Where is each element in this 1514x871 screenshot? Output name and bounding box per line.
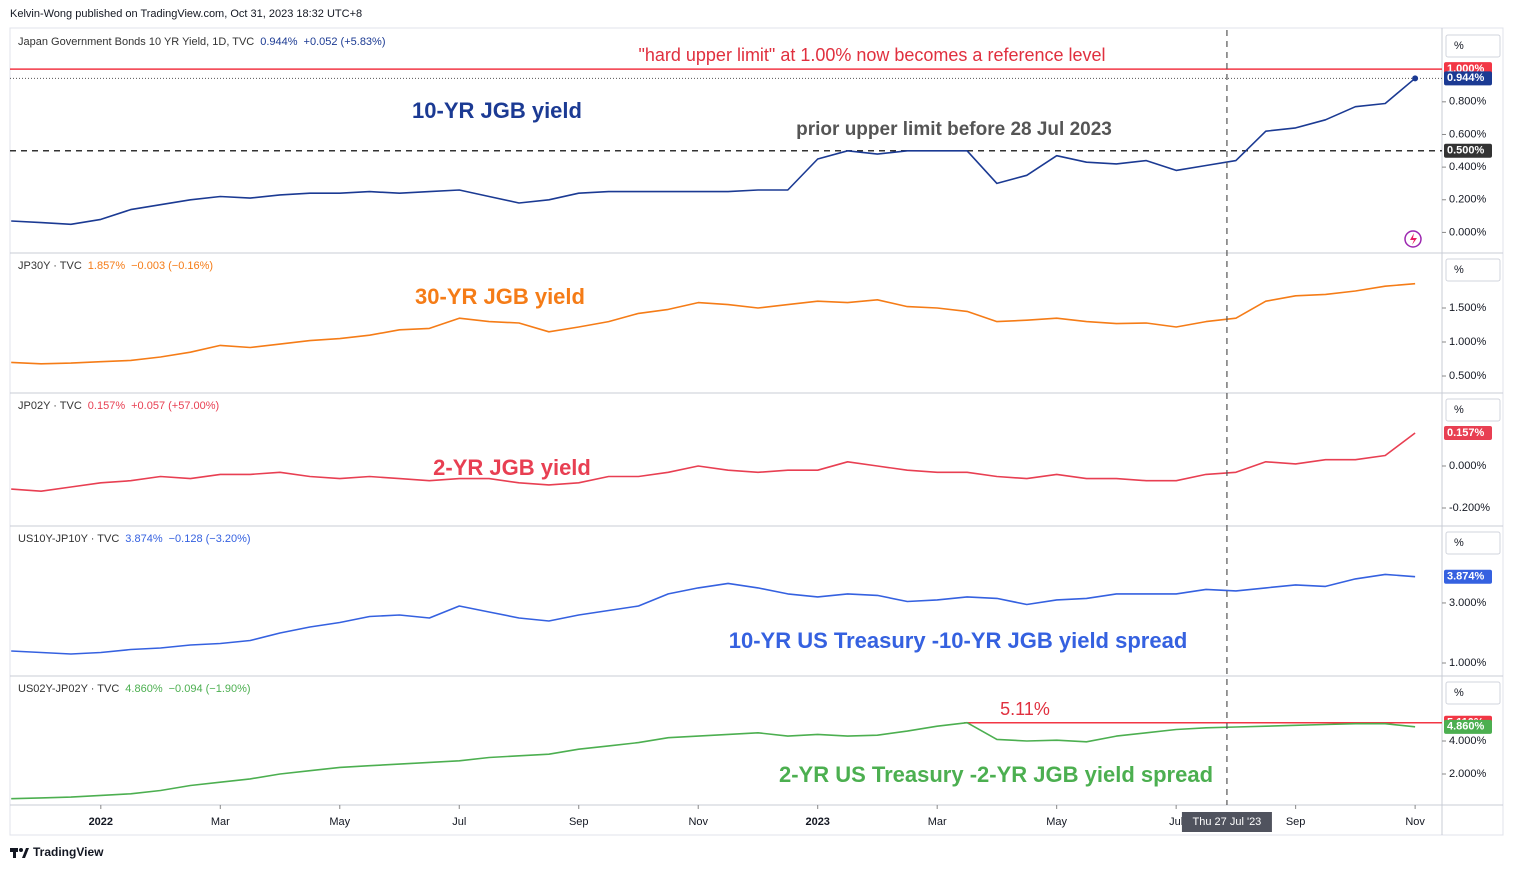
- symbol-name: JP30Y · TVC: [18, 260, 82, 272]
- unit-label: %: [1454, 40, 1464, 52]
- series-line: [11, 282, 1416, 365]
- crosshair-label: Thu 27 Jul '23: [1193, 816, 1262, 828]
- annotation: 5.11%: [1000, 699, 1050, 719]
- x-tick-label: Sep: [1286, 816, 1306, 828]
- series-line: [11, 721, 1416, 800]
- unit-box: [1445, 681, 1501, 705]
- annotation: 30-YR JGB yield: [415, 284, 585, 309]
- footer-brand: TradingView: [33, 845, 104, 859]
- annotation: 2-YR JGB yield: [433, 455, 591, 480]
- header-change: +0.052 (+5.83%): [304, 36, 386, 48]
- y-tick-label: 0.000%: [1449, 226, 1487, 238]
- symbol-name: US10Y-JP10Y · TVC: [18, 533, 119, 545]
- series-line: [11, 77, 1416, 226]
- x-tick-label: 2023: [805, 816, 829, 828]
- y-tick-label: 0.000%: [1449, 460, 1487, 472]
- x-tick-label: Sep: [569, 816, 589, 828]
- y-tick-label: 1.000%: [1449, 657, 1487, 669]
- y-tick-label: 0.400%: [1449, 161, 1487, 173]
- price-tag: [1444, 569, 1492, 584]
- unit-box: [1445, 398, 1501, 422]
- header-change: −0.003 (−0.16%): [131, 260, 213, 272]
- panel-header: Japan Government Bonds 10 YR Yield, 1D, …: [18, 36, 386, 48]
- unit-box: [1445, 258, 1501, 282]
- tv-logo: [10, 848, 29, 858]
- x-tick-label: May: [1046, 816, 1067, 828]
- header-value: 1.857%: [88, 260, 126, 272]
- header-value: 4.860%: [125, 683, 163, 695]
- symbol-name: JP02Y · TVC: [18, 400, 82, 412]
- x-tick-label: Mar: [928, 816, 947, 828]
- x-tick-label: May: [329, 816, 350, 828]
- y-tick-label: 0.800%: [1449, 96, 1487, 108]
- y-tick-label: 1.000%: [1449, 336, 1487, 348]
- x-tick-label: Mar: [211, 816, 230, 828]
- panel-header: JP02Y · TVC 0.157% +0.057 (+57.00%): [18, 400, 219, 412]
- x-tick-label: 2022: [89, 816, 113, 828]
- annotation: "hard upper limit" at 1.00% now becomes …: [638, 45, 1105, 65]
- crosshair-tag: [1181, 812, 1272, 832]
- unit-box: [1445, 531, 1501, 555]
- y-tick-label: 4.000%: [1449, 735, 1487, 747]
- reference-tag-label: 0.500%: [1447, 145, 1485, 157]
- header-change: +0.057 (+57.00%): [131, 400, 219, 412]
- annotation: prior upper limit before 28 Jul 2023: [796, 119, 1112, 140]
- price-tag-label: 0.157%: [1447, 427, 1485, 439]
- y-tick-label: 2.000%: [1449, 768, 1487, 780]
- price-tag-label: 3.874%: [1447, 571, 1485, 583]
- price-tag: [1444, 719, 1492, 734]
- unit-box: [1445, 34, 1501, 58]
- price-tag-label: 0.944%: [1447, 72, 1485, 84]
- y-tick-label: 0.200%: [1449, 194, 1487, 206]
- alert-icon: [1404, 230, 1422, 248]
- last-point: [1412, 75, 1419, 82]
- header-value: 0.944%: [260, 36, 298, 48]
- price-tag: [1444, 71, 1492, 86]
- header-change: −0.128 (−3.20%): [169, 533, 251, 545]
- published-note: Kelvin-Wong published on TradingView.com…: [10, 8, 362, 20]
- header-value: 0.157%: [88, 400, 126, 412]
- header-change: −0.094 (−1.90%): [169, 683, 251, 695]
- header-value: 3.874%: [125, 533, 163, 545]
- unit-label: %: [1454, 404, 1464, 416]
- panel-header: JP30Y · TVC 1.857% −0.003 (−0.16%): [18, 260, 213, 272]
- reference-tag: [1444, 143, 1492, 158]
- price-tag-label: 4.860%: [1447, 721, 1485, 733]
- symbol-name: Japan Government Bonds 10 YR Yield, 1D, …: [18, 36, 254, 48]
- x-tick-label: Jul: [452, 816, 466, 828]
- x-tick-label: Jul: [1169, 816, 1183, 828]
- price-tag: [1444, 426, 1492, 441]
- series-line: [11, 573, 1416, 655]
- panel-header: US10Y-JP10Y · TVC 3.874% −0.128 (−3.20%): [18, 533, 251, 545]
- unit-label: %: [1454, 264, 1464, 276]
- x-tick-label: Nov: [1405, 816, 1425, 828]
- y-tick-label: -0.200%: [1449, 502, 1490, 514]
- x-tick-label: Nov: [688, 816, 708, 828]
- y-tick-label: 0.600%: [1449, 128, 1487, 140]
- annotation: 2-YR US Treasury -2-YR JGB yield spread: [779, 762, 1213, 787]
- unit-label: %: [1454, 687, 1464, 699]
- symbol-name: US02Y-JP02Y · TVC: [18, 683, 119, 695]
- y-tick-label: 0.500%: [1449, 370, 1487, 382]
- series-line: [11, 432, 1416, 492]
- frame: [9, 27, 1504, 836]
- unit-label: %: [1454, 537, 1464, 549]
- annotation: 10-YR US Treasury -10-YR JGB yield sprea…: [729, 628, 1188, 653]
- panel-header: US02Y-JP02Y · TVC 4.860% −0.094 (−1.90%): [18, 683, 251, 695]
- y-tick-label: 3.000%: [1449, 597, 1487, 609]
- y-tick-label: 1.500%: [1449, 302, 1487, 314]
- annotation: 10-YR JGB yield: [412, 98, 582, 123]
